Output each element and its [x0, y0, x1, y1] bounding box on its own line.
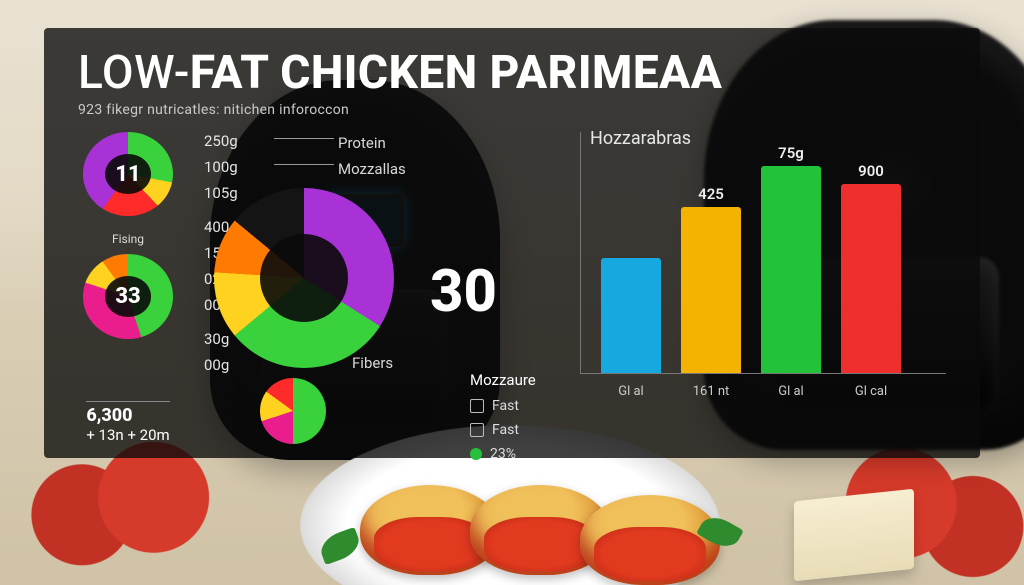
- formula-line: 6,300 + 13n + 20m: [86, 401, 169, 444]
- bar-category-label: 161 nt: [681, 384, 741, 399]
- value-item: 250g: [204, 128, 238, 154]
- title-part: PARIMEAA: [490, 46, 723, 100]
- bar-category-label: Gl cal: [841, 384, 901, 399]
- subtitle: 923 fikegr nutricatles: nitichen inforoc…: [78, 102, 946, 118]
- bar: [761, 166, 821, 373]
- mid-column: 250g100g105g40015g02500g30g00g Protein M…: [204, 128, 434, 444]
- label-mozzarella: Mozzallas: [338, 156, 406, 182]
- value-item: 00g: [204, 352, 238, 378]
- title-part: CHICKEN: [280, 46, 489, 100]
- formula-b: + 13n: [86, 426, 123, 444]
- bar: [601, 258, 661, 373]
- checkbox-icon: [470, 399, 484, 413]
- value-item: 100g: [204, 154, 238, 180]
- page-title: LOW-FAT CHICKEN PARIMEAA: [78, 50, 946, 96]
- title-part: LOW-: [78, 46, 190, 100]
- donut-hole: [260, 234, 348, 322]
- donut-chart-large: [214, 188, 394, 368]
- label-protein: Protein: [338, 130, 386, 156]
- donut-chart-small-2: 33: [83, 254, 173, 338]
- donut-value: 33: [105, 276, 151, 316]
- bar-value-label: 75g: [761, 144, 821, 162]
- info-panel: LOW-FAT CHICKEN PARIMEAA 923 fikegr nutr…: [44, 28, 980, 458]
- legend-label: 23%: [490, 442, 516, 466]
- bar: [681, 207, 741, 373]
- checkbox-icon: [470, 423, 484, 437]
- title-part: FAT: [190, 46, 280, 100]
- donut-label: Fising: [112, 232, 144, 246]
- legend-item: 23%: [470, 442, 536, 466]
- bar-value-label: 900: [841, 162, 901, 180]
- donut-chart-small-1: 11: [83, 132, 173, 216]
- legend-item: Fast: [470, 394, 536, 418]
- bar: [841, 184, 901, 373]
- cheese-block: [794, 489, 914, 582]
- bar-category-label: Gl al: [601, 384, 661, 399]
- headline-number: 30: [430, 258, 497, 326]
- value-item: 105g: [204, 180, 238, 206]
- value-item: [204, 206, 238, 214]
- kitchen-backdrop: LOW-FAT CHICKEN PARIMEAA 923 fikegr nutr…: [0, 0, 1024, 585]
- dot-icon: [470, 448, 482, 460]
- legend-label: Fast: [492, 394, 519, 418]
- formula-c: + 20m: [127, 426, 169, 444]
- label-fibers: Fibers: [352, 350, 393, 376]
- pie-chart-small: [260, 378, 326, 444]
- chicken-parm-3: [580, 495, 720, 585]
- bar-chart: Gl al425161 nt75gGl al900Gl cal: [580, 132, 946, 374]
- formula-a: 6,300: [86, 405, 132, 426]
- bar-value-label: 425: [681, 185, 741, 203]
- legend: Mozzaure FastFast23%: [470, 368, 536, 466]
- legend-label: Fast: [492, 418, 519, 442]
- donut-value: 11: [105, 154, 151, 194]
- bar-category-label: Gl al: [761, 384, 821, 399]
- right-column: Hozzarabras 30 Gl al425161 nt75gGl al900…: [460, 128, 946, 444]
- legend-title: Mozzaure: [470, 368, 536, 392]
- legend-item: Fast: [470, 418, 536, 442]
- left-column: 11 Fising 33 6,300 + 13n + 20m: [78, 128, 178, 444]
